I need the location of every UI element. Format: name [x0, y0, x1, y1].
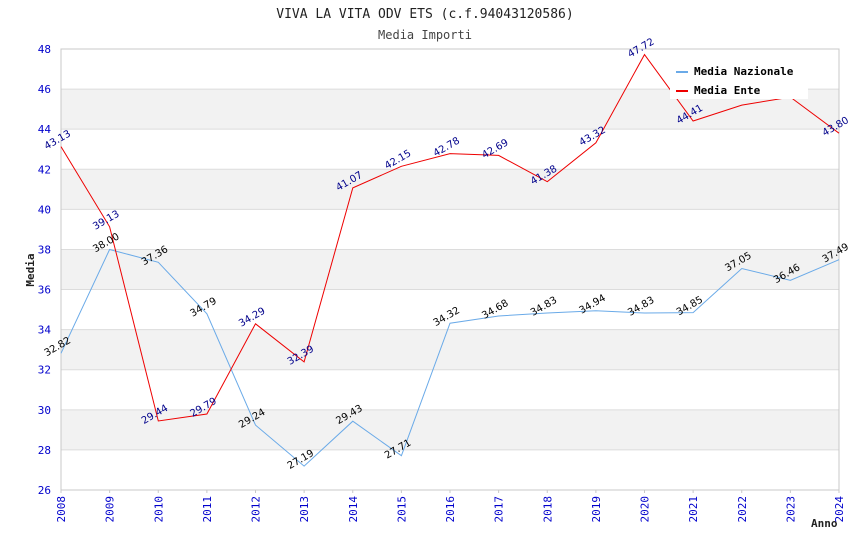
data-label: 42.69	[480, 137, 510, 161]
y-tick-label: 32	[38, 364, 51, 377]
y-tick-label: 34	[38, 324, 52, 337]
x-tick-label: 2022	[736, 496, 749, 523]
legend: Media Nazionale Media Ente	[670, 57, 808, 99]
y-tick-label: 46	[38, 83, 51, 96]
x-tick-label: 2018	[541, 496, 554, 523]
series-lines	[60, 53, 840, 467]
legend-label-media-nazionale: Media Nazionale	[694, 65, 794, 78]
y-axis-label: Media	[24, 253, 37, 286]
x-tick-label: 2024	[833, 496, 846, 523]
data-label: 34.29	[237, 306, 267, 330]
series-line-media-ente	[60, 53, 840, 422]
x-tick-label: 2020	[639, 496, 652, 523]
x-tick-label: 2014	[347, 496, 360, 523]
data-label: 34.32	[432, 305, 462, 329]
data-label: 42.15	[383, 148, 413, 172]
x-tick-label: 2008	[55, 496, 68, 523]
x-tick-label: 2013	[298, 496, 311, 523]
x-tick-label: 2010	[152, 496, 165, 523]
data-label: 39.13	[91, 209, 121, 233]
legend-label-media-ente: Media Ente	[694, 84, 761, 97]
data-label: 47.72	[626, 37, 656, 61]
x-axis-ticks: 2008 2009 2010 2011 2012 2013 2014 2015 2016 2017…	[55, 490, 846, 523]
x-tick-label: 2023	[784, 496, 797, 523]
y-tick-label: 26	[38, 484, 51, 497]
y-tick-label: 42	[38, 163, 51, 176]
x-tick-label: 2019	[590, 496, 603, 523]
y-axis-ticks: 26 28 30 32 34 36 38 40 42 44 46 48	[38, 43, 52, 497]
data-label: 42.78	[432, 136, 462, 160]
plot-band	[61, 329, 839, 370]
y-tick-label: 38	[38, 243, 51, 256]
y-tick-label: 48	[38, 43, 51, 56]
y-tick-label: 36	[38, 284, 51, 297]
x-tick-label: 2015	[395, 496, 408, 523]
x-axis-label: Anno	[811, 517, 838, 530]
x-tick-label: 2016	[444, 496, 457, 523]
y-tick-label: 40	[38, 203, 51, 216]
y-tick-label: 44	[38, 123, 52, 136]
plot-background-bands	[61, 89, 839, 450]
x-tick-label: 2009	[104, 496, 117, 523]
x-tick-label: 2021	[687, 496, 700, 523]
data-label: 34.83	[626, 295, 656, 319]
data-label: 34.68	[480, 298, 510, 322]
plot-band	[61, 249, 839, 290]
x-tick-label: 2017	[493, 496, 506, 523]
data-label: 34.83	[529, 295, 559, 319]
chart-title: VIVA LA VITA ODV ETS (c.f.94043120586)	[276, 7, 573, 22]
data-label: 27.19	[286, 448, 316, 472]
chart-subtitle: Media Importi	[378, 28, 472, 42]
legend-background	[670, 57, 808, 99]
plot-band	[61, 169, 839, 210]
y-tick-label: 28	[38, 444, 51, 457]
x-tick-label: 2011	[201, 496, 214, 523]
data-label: 34.94	[577, 293, 607, 317]
plot-band	[61, 409, 839, 450]
x-tick-label: 2012	[250, 496, 263, 523]
series-line-media-nazionale	[60, 248, 840, 467]
y-tick-label: 30	[38, 404, 51, 417]
data-label: 34.85	[675, 295, 705, 319]
